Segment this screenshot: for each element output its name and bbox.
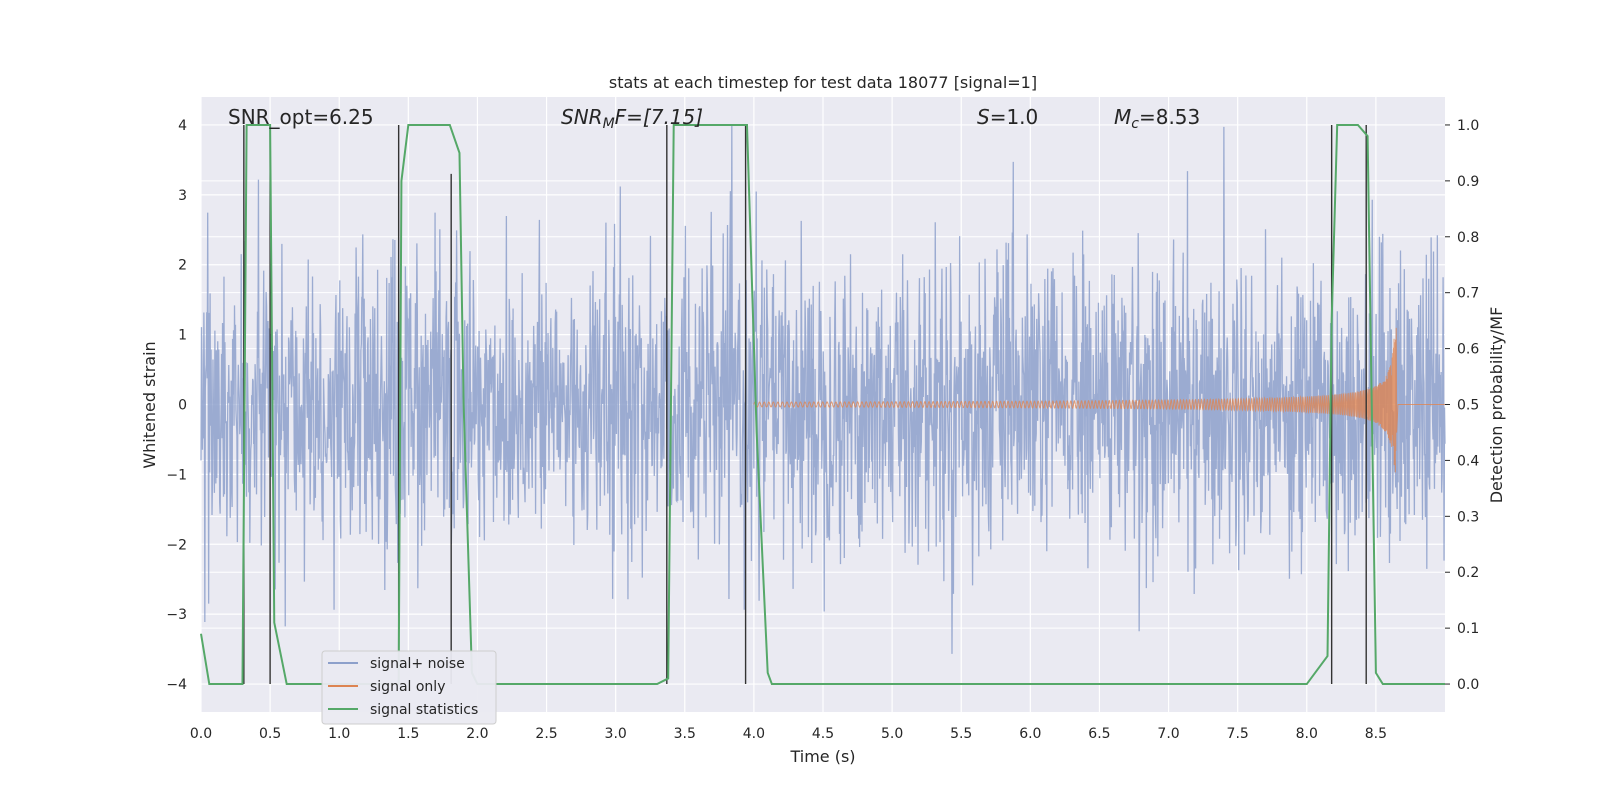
annotation-s: S=1.0	[977, 105, 1038, 129]
x-tick-label-9: 4.5	[812, 726, 834, 742]
x-tick-labels: 0.0 0.5 1.0 1.5 2.0 2.5 3.0 3.5 4.0 4.5 5.0 5.5 6.0 6…	[190, 726, 1387, 742]
x-tick-label-15: 7.5	[1227, 726, 1249, 742]
y-right-tick-label-1: 0.9	[1457, 174, 1479, 190]
y-right-tick-label-3: 0.7	[1457, 286, 1479, 302]
noise-trace	[200, 124, 1446, 654]
x-tick-label-4: 2.0	[466, 726, 488, 742]
series-signal-noise	[200, 124, 1446, 654]
y-right-tick-label-0: 1.0	[1457, 118, 1479, 134]
x-tick-label-16: 8.0	[1296, 726, 1318, 742]
x-tick-label-0: 0.0	[190, 726, 212, 742]
x-tick-label-17: 8.5	[1365, 726, 1387, 742]
annotation-snr-opt: SNR_opt=6.25	[228, 105, 374, 129]
legend-box	[321, 650, 497, 725]
y-tick-label-8: −4	[166, 677, 187, 693]
annotation-mc: Mc=8.53	[1114, 105, 1200, 132]
series-signal-only	[753, 327, 1445, 473]
x-tick-label-3: 1.5	[397, 726, 419, 742]
y-tick-label-4: 0	[178, 398, 187, 414]
x-tick-label-6: 3.0	[605, 726, 627, 742]
x-tick-label-5: 2.5	[535, 726, 557, 742]
stat-trace	[200, 123, 1445, 686]
x-tick-label-14: 7.0	[1157, 726, 1179, 742]
y-right-tick-label-9: 0.1	[1457, 621, 1479, 637]
y-right-tick-label-7: 0.3	[1457, 509, 1479, 525]
x-axis-label: Time (s)	[789, 747, 855, 766]
y-right-axis-label: Detection probability/MF	[1487, 307, 1506, 504]
x-tick-label-10: 5.0	[881, 726, 903, 742]
legend-label-signal: signal only	[370, 679, 445, 695]
y-axis-label: Whitened strain	[140, 341, 159, 468]
y-right-tick-label-10: 0.0	[1457, 677, 1479, 693]
x-tick-label-1: 0.5	[259, 726, 281, 742]
signal-trace	[753, 327, 1445, 473]
annotation-snr-mf: SNRMF=[7.15]	[561, 105, 703, 132]
y-tick-label-2: 2	[178, 258, 187, 274]
legend-label-noise: signal+ noise	[370, 656, 465, 672]
y-tick-label-6: −2	[166, 537, 187, 553]
x-tick-label-7: 3.5	[674, 726, 696, 742]
y-tick-label-5: −1	[166, 467, 187, 483]
y-tick-label-3: 1	[178, 328, 187, 344]
y-right-tick-labels: 1.0 0.9 0.8 0.7 0.6 0.5 0.4 0.3 0.2 0.1 0.0	[1445, 118, 1479, 693]
y-right-tick-label-6: 0.4	[1457, 453, 1479, 469]
series-signal-statistics	[200, 123, 1445, 686]
x-tick-label-8: 4.0	[743, 726, 765, 742]
y-tick-label-0: 4	[178, 118, 187, 134]
x-tick-label-11: 5.5	[950, 726, 972, 742]
y-right-tick-label-4: 0.6	[1457, 342, 1479, 358]
x-tick-label-13: 6.5	[1088, 726, 1110, 742]
y-right-tick-label-5: 0.5	[1457, 398, 1479, 414]
legend: signal+ noise signal only signal statist…	[321, 650, 497, 725]
y-tick-label-7: −3	[166, 607, 187, 623]
y-right-tick-label-2: 0.8	[1457, 230, 1479, 246]
y-tick-label-1: 3	[178, 188, 187, 204]
y-right-tick-label-8: 0.2	[1457, 565, 1479, 581]
x-tick-label-12: 6.0	[1019, 726, 1041, 742]
legend-label-stat: signal statistics	[370, 702, 478, 718]
x-tick-label-2: 1.0	[328, 726, 350, 742]
chart-title: stats at each timestep for test data 180…	[609, 73, 1037, 92]
y-tick-labels: 4 3 2 1 0 −1 −2 −3 −4	[166, 118, 187, 693]
